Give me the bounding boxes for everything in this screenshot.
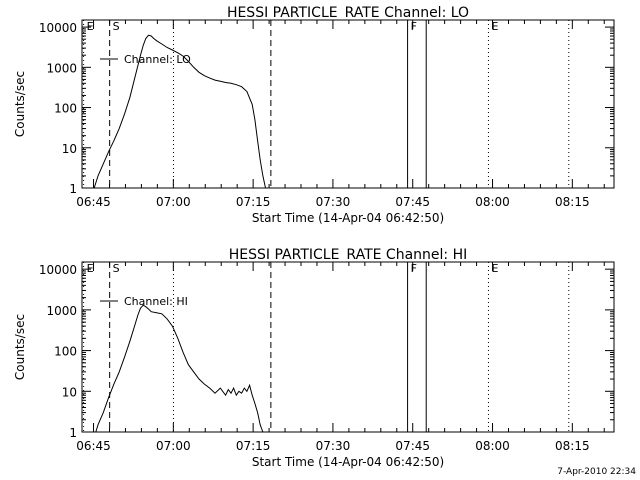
y-tick-label: 1000 bbox=[46, 61, 77, 75]
event-marker-label: E bbox=[87, 262, 94, 275]
y-tick-label: 100 bbox=[54, 102, 77, 116]
chart-title: HESSI PARTICLE_RATE Channel: LO bbox=[227, 5, 469, 21]
y-tick-label: 100 bbox=[54, 345, 77, 359]
x-tick-label: 06:45 bbox=[76, 439, 111, 453]
y-tick-label: 1 bbox=[69, 426, 77, 440]
y-tick-label: 10000 bbox=[39, 21, 77, 35]
series-line bbox=[93, 34, 269, 189]
event-marker-label: E bbox=[491, 262, 498, 275]
x-axis-label: Start Time (14-Apr-04 06:42:50) bbox=[252, 455, 444, 469]
plot-frame bbox=[81, 261, 615, 433]
x-tick-label: 08:00 bbox=[475, 195, 510, 209]
y-tick-label: 10 bbox=[62, 385, 77, 399]
event-marker-label: E bbox=[87, 20, 94, 33]
x-tick-label: 07:45 bbox=[395, 195, 430, 209]
y-tick-label: 10000 bbox=[39, 263, 77, 277]
event-marker-label: F bbox=[411, 20, 417, 33]
x-tick-label: 07:30 bbox=[316, 195, 351, 209]
y-tick-label: 1 bbox=[69, 182, 77, 196]
x-tick-label: 07:00 bbox=[156, 195, 191, 209]
x-tick-label: 08:00 bbox=[475, 439, 510, 453]
legend-label: Channel: LO bbox=[124, 53, 191, 66]
footer-timestamp: 7-Apr-2010 22:34 bbox=[557, 467, 636, 477]
x-tick-label: 08:15 bbox=[555, 439, 590, 453]
series-line bbox=[95, 304, 266, 433]
event-marker-label: E bbox=[491, 20, 498, 33]
y-axis-label: Counts/sec bbox=[13, 71, 27, 137]
event-marker-label: S bbox=[113, 20, 120, 33]
legend-label: Channel: HI bbox=[124, 295, 188, 308]
y-tick-label: 10 bbox=[62, 142, 77, 156]
event-marker-label: S bbox=[113, 262, 120, 275]
x-axis-label: Start Time (14-Apr-04 06:42:50) bbox=[252, 211, 444, 225]
x-tick-label: 07:15 bbox=[236, 195, 271, 209]
plot-frame bbox=[81, 19, 615, 189]
chart-title: HESSI PARTICLE_RATE Channel: HI bbox=[229, 247, 467, 263]
x-tick-label: 07:30 bbox=[316, 439, 351, 453]
event-marker-label: F bbox=[411, 262, 417, 275]
y-tick-label: 1000 bbox=[46, 304, 77, 318]
x-tick-label: 07:15 bbox=[236, 439, 271, 453]
x-tick-label: 08:15 bbox=[555, 195, 590, 209]
x-tick-label: 07:00 bbox=[156, 439, 191, 453]
y-axis-label: Counts/sec bbox=[13, 314, 27, 380]
x-tick-label: 07:45 bbox=[395, 439, 430, 453]
x-tick-label: 06:45 bbox=[76, 195, 111, 209]
